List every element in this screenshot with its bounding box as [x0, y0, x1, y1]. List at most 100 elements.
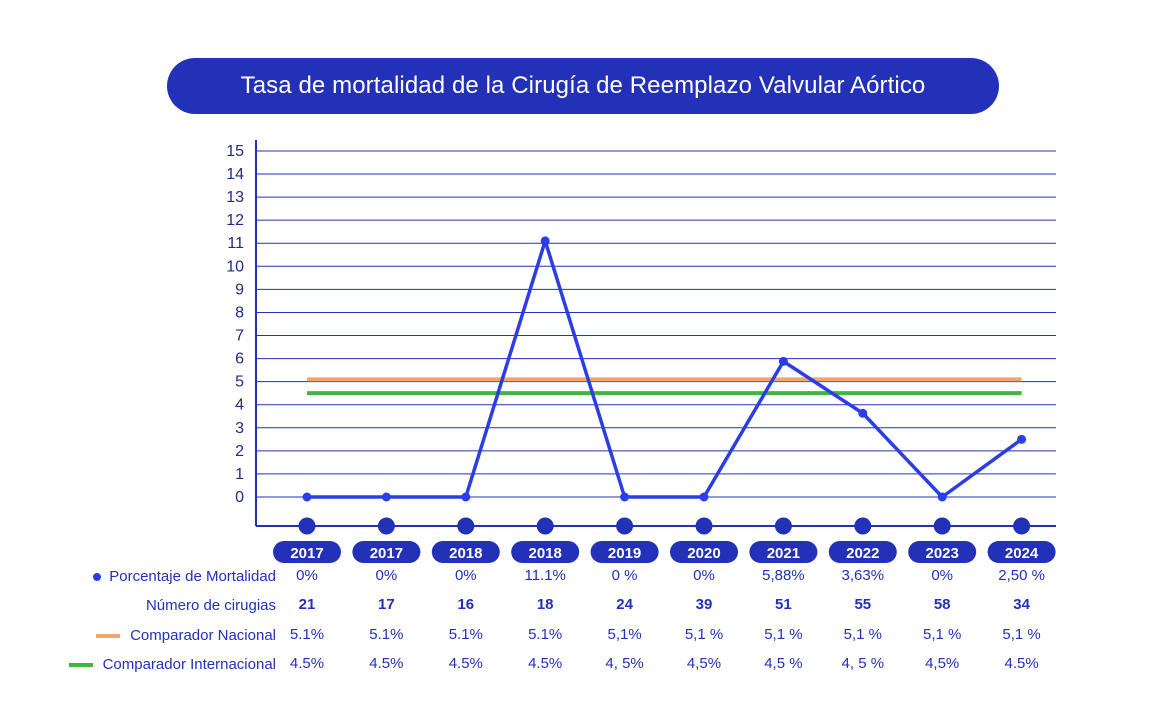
year-label: 2020 [687, 545, 720, 562]
x-axis-marker [298, 517, 316, 535]
table-cell: 39 [695, 596, 713, 613]
table-cell: 0 % [611, 567, 638, 584]
table-cell: 5,1 % [843, 626, 882, 643]
y-tick-label: 5 [235, 374, 244, 391]
table-cell: 34 [1013, 596, 1030, 613]
chart-title: Tasa de mortalidad de la Cirugía de Reem… [240, 72, 926, 99]
table-row: Comparador Internacional 4.5% 4.5% 4.5% 4.5%… [0, 653, 1167, 679]
x-axis-marker [616, 517, 634, 535]
mortality-point [381, 492, 391, 502]
mortality-series-line [307, 239, 1023, 499]
row-label: Número de cirugias [146, 597, 276, 614]
row-label-text: Comparador Nacional [130, 627, 276, 644]
table-cell: 5,1 % [1002, 626, 1041, 643]
table-cell: 5,88% [762, 567, 805, 584]
y-tick-label: 8 [235, 304, 244, 321]
year-label: 2022 [846, 545, 879, 562]
year-pill [908, 541, 977, 563]
year-pill [828, 541, 897, 563]
table-cell: 4.5% [369, 655, 404, 672]
legend-line-icon [96, 633, 121, 638]
mortality-point [620, 492, 630, 502]
mortality-point [302, 492, 312, 502]
table-row: Número de cirugias 21 17 16 18 24 39 51 55 58 34 [0, 594, 1167, 620]
legend-line-icon [68, 662, 93, 667]
row-label-text: Número de cirugias [145, 597, 276, 614]
table-cell: 0% [931, 567, 954, 584]
x-axis-marker [536, 517, 554, 535]
table-cell: 17 [378, 596, 395, 613]
table-cell: 0% [375, 567, 398, 584]
x-axis-marker [933, 517, 951, 535]
table-cell: 18 [536, 596, 554, 613]
table-cell: 0% [296, 567, 318, 584]
table-cell: 21 [298, 596, 316, 613]
y-tick-label: 13 [226, 189, 244, 206]
year-label: 2017 [370, 545, 403, 562]
table-cell: 4.5% [289, 655, 325, 672]
y-tick-label: 9 [235, 281, 244, 298]
legend-dot-icon [93, 572, 102, 581]
table-cell: 5.1% [369, 626, 404, 643]
row-label-text: Comparador Internacional [102, 656, 276, 673]
table-cell: 5,1 % [684, 626, 724, 643]
y-tick-label: 12 [226, 212, 244, 229]
year-pill [431, 541, 500, 563]
table-row: Porcentaje de Mortalidad 0% 0% 0% 11.1% 0 % 0%… [0, 565, 1167, 591]
table-cell: 4,5% [925, 655, 960, 672]
year-pill [590, 541, 659, 563]
row-label: Comparador Internacional [68, 656, 276, 673]
table-cell: 0% [693, 567, 715, 584]
table-cell: 16 [457, 596, 475, 613]
row-label: Porcentaje de Mortalidad [93, 568, 276, 585]
year-pill [511, 541, 580, 563]
table-cell: 4.5% [448, 655, 483, 672]
table-cell: 51 [775, 596, 792, 613]
year-pill [987, 541, 1056, 563]
table-cell: 3,63% [841, 567, 885, 584]
y-tick-label: 2 [235, 443, 244, 460]
year-pill [352, 541, 421, 563]
table-cell: 4,5 % [764, 655, 803, 672]
table-cell: 4,5% [686, 655, 722, 672]
mortality-point [858, 408, 868, 418]
table-cell: 55 [854, 596, 872, 613]
year-label: 2023 [926, 545, 959, 562]
y-tick-label: 0 [235, 489, 244, 506]
row-label: Comparador Nacional [96, 627, 276, 644]
year-pill [749, 541, 818, 563]
y-tick-label: 15 [226, 143, 244, 160]
mortality-point [540, 236, 550, 246]
year-label: 2019 [608, 545, 641, 562]
x-axis-marker [457, 517, 475, 535]
x-axis-marker [854, 517, 872, 535]
table-cell: 4, 5% [605, 655, 644, 672]
table-cell: 5,1 % [923, 626, 962, 643]
table-cell: 24 [616, 596, 633, 613]
year-label: 2018 [529, 545, 562, 562]
y-tick-label: 6 [235, 351, 244, 368]
year-label: 2024 [1005, 545, 1039, 562]
table-cell: 58 [933, 596, 951, 613]
x-axis-marker [377, 517, 395, 535]
table-cell: 4, 5 % [841, 655, 885, 672]
table-cell: 2,50 % [998, 567, 1045, 584]
table-cell: 11.1% [524, 567, 566, 584]
x-axis-marker [1013, 517, 1031, 535]
year-label: 2021 [767, 545, 800, 562]
mortality-point [937, 492, 947, 502]
year-pill [273, 541, 341, 563]
mortality-point [461, 492, 471, 502]
y-tick-label: 1 [235, 466, 244, 483]
table-cell: 4.5% [528, 655, 563, 672]
mortality-point [778, 356, 788, 366]
year-label: 2017 [290, 545, 323, 562]
y-tick-label: 3 [235, 420, 244, 437]
table-cell: 5.1% [528, 626, 563, 643]
y-tick-label: 10 [226, 258, 244, 275]
chart-title-pill: Tasa de mortalidad de la Cirugía de Reem… [167, 58, 999, 114]
x-axis-marker [774, 517, 792, 535]
year-pill [670, 541, 738, 563]
mortality-point [699, 492, 709, 502]
